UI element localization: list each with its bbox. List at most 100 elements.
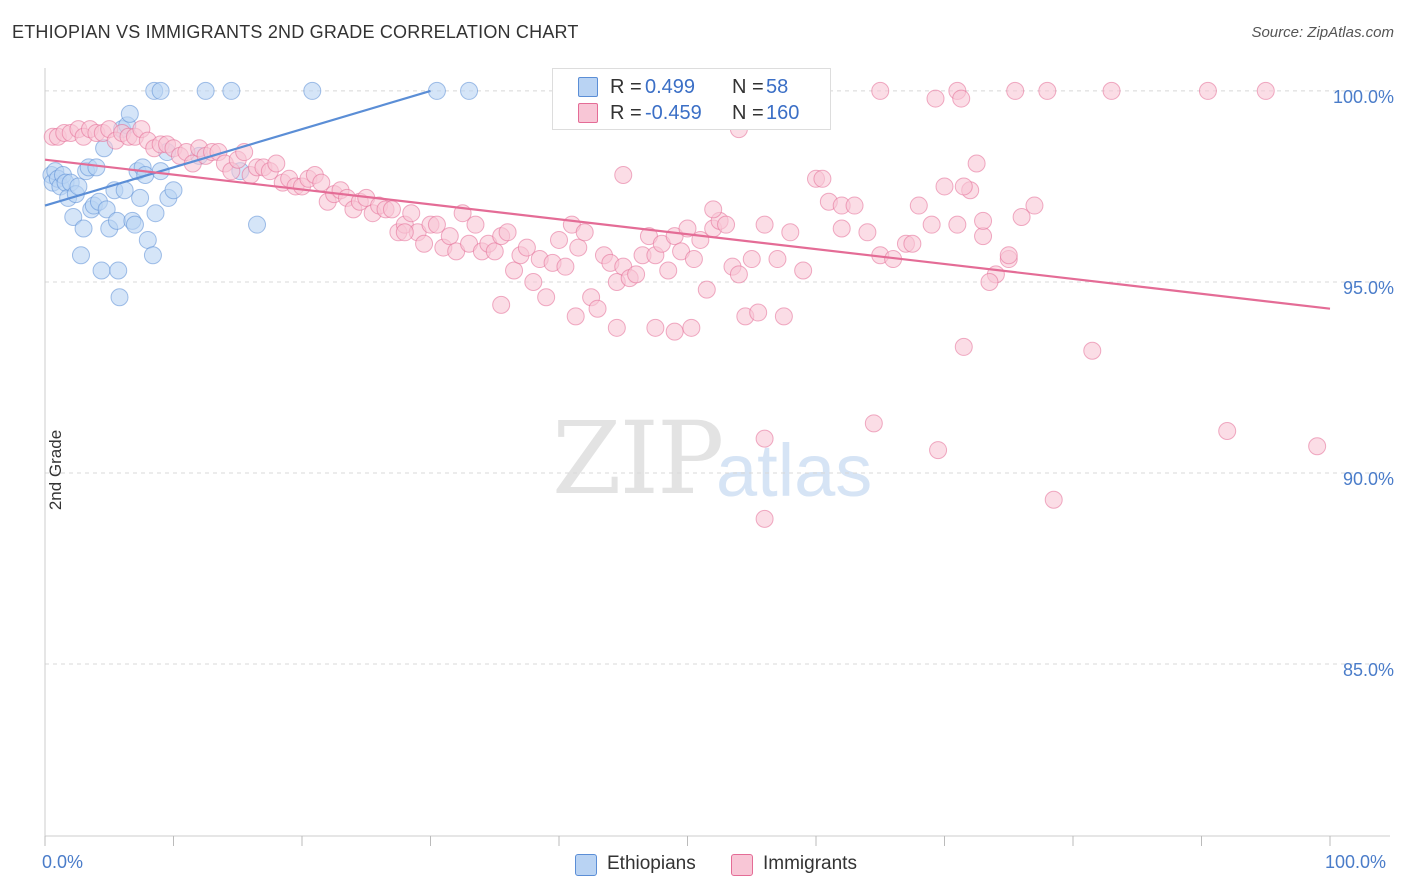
x-tick-label-min: 0.0% bbox=[42, 852, 84, 872]
data-point bbox=[1102, 81, 1121, 100]
data-point bbox=[682, 318, 701, 337]
data-point bbox=[575, 223, 594, 242]
data-point bbox=[1006, 81, 1025, 100]
data-point bbox=[871, 81, 890, 100]
data-point bbox=[120, 104, 139, 123]
data-point bbox=[729, 265, 748, 284]
trend-line bbox=[44, 158, 1331, 310]
data-point bbox=[935, 177, 954, 196]
data-point bbox=[588, 299, 607, 318]
stats-row-immigrants: R = -0.459 N = 160 bbox=[553, 100, 830, 126]
data-point bbox=[1198, 81, 1217, 100]
data-point bbox=[948, 215, 967, 234]
data-point bbox=[717, 215, 736, 234]
y-tick-label-85: 85.0% bbox=[1342, 660, 1394, 680]
data-point bbox=[864, 414, 883, 433]
data-point bbox=[858, 223, 877, 242]
series-ethiopians bbox=[42, 81, 479, 307]
data-point bbox=[794, 261, 813, 280]
data-point bbox=[813, 169, 832, 188]
n-value: 58 bbox=[766, 76, 789, 98]
data-point bbox=[537, 288, 556, 307]
data-point bbox=[498, 223, 517, 242]
data-point bbox=[909, 196, 928, 215]
data-point bbox=[69, 177, 88, 196]
data-point bbox=[382, 200, 401, 219]
r-label: R = bbox=[610, 102, 642, 124]
data-point bbox=[845, 196, 864, 215]
data-point bbox=[781, 223, 800, 242]
trend-line bbox=[44, 89, 431, 207]
data-point bbox=[742, 250, 761, 269]
data-point bbox=[485, 242, 504, 261]
data-point bbox=[646, 318, 665, 337]
data-point bbox=[196, 81, 215, 100]
data-point bbox=[659, 261, 678, 280]
data-point bbox=[952, 89, 971, 108]
data-point bbox=[222, 81, 241, 100]
data-point bbox=[774, 307, 793, 326]
series-legend: Ethiopians Immigrants bbox=[0, 852, 1406, 878]
data-point bbox=[1218, 421, 1237, 440]
data-point bbox=[954, 337, 973, 356]
r-label: R = bbox=[610, 76, 642, 98]
data-point bbox=[697, 280, 716, 299]
data-point bbox=[1025, 196, 1044, 215]
data-point bbox=[704, 200, 723, 219]
r-value: -0.459 bbox=[645, 102, 702, 124]
data-point bbox=[71, 246, 90, 265]
data-point bbox=[926, 89, 945, 108]
data-point bbox=[109, 261, 128, 280]
data-point bbox=[999, 246, 1018, 265]
data-point bbox=[1083, 341, 1102, 360]
data-point bbox=[517, 238, 536, 257]
data-point bbox=[492, 295, 511, 314]
legend-label: Immigrants bbox=[763, 853, 857, 874]
n-label: N = bbox=[732, 76, 764, 98]
data-point bbox=[929, 441, 948, 460]
data-point bbox=[303, 81, 322, 100]
data-point bbox=[1044, 490, 1063, 509]
data-point bbox=[1038, 81, 1057, 100]
data-point bbox=[755, 215, 774, 234]
source-note: Source: ZipAtlas.com bbox=[1251, 24, 1394, 41]
stats-legend: R = 0.499 N = 58 R = -0.459 N = 160 bbox=[552, 68, 831, 130]
watermark-zip: ZIP bbox=[552, 400, 724, 517]
data-point bbox=[967, 154, 986, 173]
data-point bbox=[64, 208, 83, 227]
data-point bbox=[131, 188, 150, 207]
data-point bbox=[92, 261, 111, 280]
data-point bbox=[755, 509, 774, 528]
data-point bbox=[466, 215, 485, 234]
y-tick-label-95: 95.0% bbox=[1342, 278, 1394, 298]
data-point bbox=[607, 318, 626, 337]
stats-row-ethiopians: R = 0.499 N = 58 bbox=[553, 74, 830, 100]
data-point bbox=[125, 215, 144, 234]
ethiopians-legend-swatch-icon bbox=[575, 854, 597, 876]
immigrants-swatch-icon bbox=[578, 103, 598, 123]
watermark-atlas: atlas bbox=[716, 429, 873, 512]
data-point bbox=[427, 215, 446, 234]
data-point bbox=[97, 200, 116, 219]
r-value: 0.499 bbox=[645, 76, 696, 98]
data-point bbox=[1012, 208, 1031, 227]
data-point bbox=[395, 223, 414, 242]
chart-title: ETHIOPIAN VS IMMIGRANTS 2ND GRADE CORREL… bbox=[12, 22, 579, 42]
data-point bbox=[980, 272, 999, 291]
data-point bbox=[903, 234, 922, 253]
series-immigrants bbox=[43, 81, 1327, 528]
y-tick-label-90: 90.0% bbox=[1342, 469, 1394, 489]
data-point bbox=[922, 215, 941, 234]
data-point bbox=[460, 81, 479, 100]
data-point bbox=[267, 154, 286, 173]
data-point bbox=[151, 81, 170, 100]
data-point bbox=[755, 429, 774, 448]
data-point bbox=[627, 265, 646, 284]
data-point bbox=[1308, 437, 1327, 456]
data-point bbox=[74, 219, 93, 238]
data-point bbox=[569, 238, 588, 257]
data-point bbox=[110, 288, 129, 307]
data-point bbox=[556, 257, 575, 276]
data-point bbox=[248, 215, 267, 234]
